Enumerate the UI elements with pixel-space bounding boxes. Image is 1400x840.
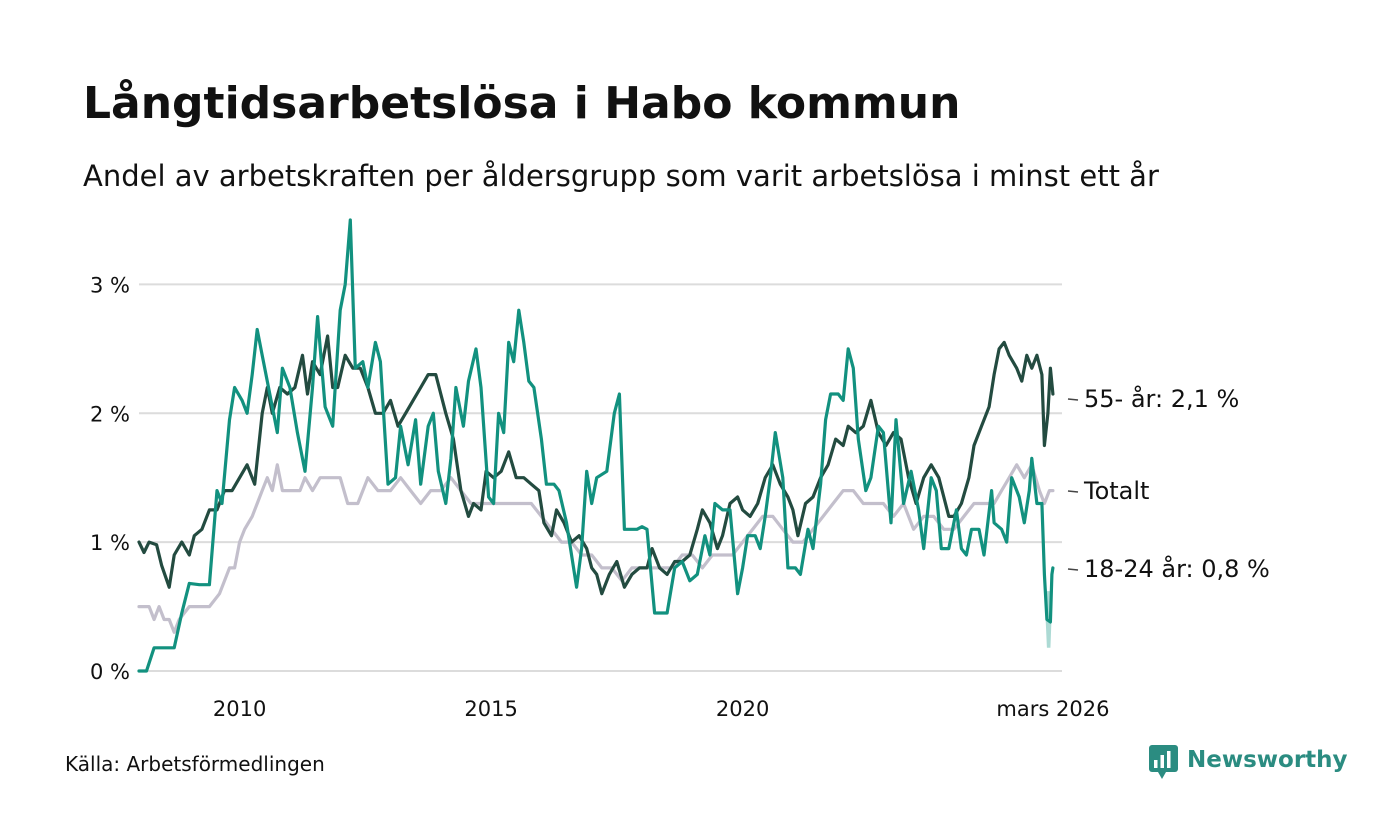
newsworthy-logo-icon	[1149, 745, 1178, 779]
x-tick-label-1: 2015	[464, 697, 517, 721]
newsworthy-logo: Newsworthy	[1149, 745, 1348, 779]
chart-subtitle: Andel av arbetskraften per åldersgrupp s…	[83, 159, 1159, 193]
end-label-leader-55-r	[1067, 398, 1079, 401]
x-tick-label-0: 2010	[213, 697, 266, 721]
series-end-labels: Totalt 55- år: 2,1 % 18-24 år: 0,8 %	[1067, 384, 1270, 583]
y-tick-label-3: 3 %	[90, 273, 130, 297]
series-line-18-24-r	[137, 218, 1055, 673]
series-line-55-r	[137, 334, 1055, 596]
series-lines	[137, 218, 1055, 673]
end-label-leader-totalt	[1067, 490, 1079, 493]
y-tick-label-2: 2 %	[90, 402, 130, 426]
x-axis-ticks: 2010 2015 2020 mars 2026	[213, 697, 1110, 721]
end-label-55-r: 55- år: 2,1 %	[1084, 384, 1239, 413]
end-label-leader-18-24-r	[1067, 568, 1079, 571]
end-label-18-24-r: 18-24 år: 0,8 %	[1084, 554, 1270, 583]
end-label-totalt: Totalt	[1083, 477, 1149, 505]
source-note: Källa: Arbetsförmedlingen	[65, 752, 325, 776]
x-tick-label-2: 2020	[716, 697, 769, 721]
y-tick-label-1: 1 %	[90, 531, 130, 555]
series-line-totalt	[137, 463, 1055, 634]
newsworthy-brand-text: Newsworthy	[1187, 747, 1348, 773]
y-axis-ticks: 0 % 1 % 2 % 3 %	[90, 273, 130, 684]
x-tick-label-3: mars 2026	[996, 697, 1109, 721]
y-tick-label-0: 0 %	[90, 660, 130, 684]
chart-title: Långtidsarbetslösa i Habo kommun	[83, 78, 960, 129]
